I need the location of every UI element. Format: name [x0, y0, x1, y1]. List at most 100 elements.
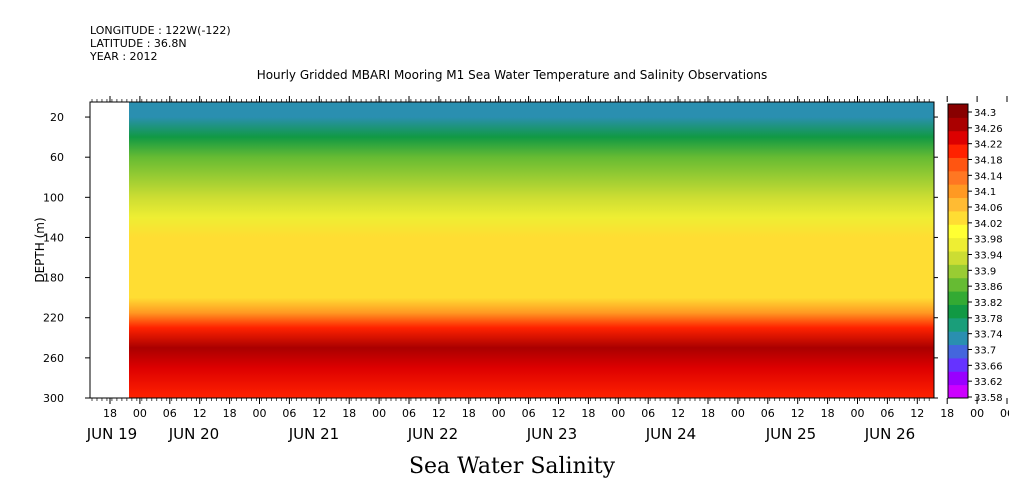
x-hour-label: 00	[253, 407, 267, 420]
x-hour-label: 18	[462, 407, 476, 420]
colorbar-label: 33.78	[974, 314, 1003, 325]
colorbar-label: 34.22	[974, 140, 1003, 151]
colorbar-swatch	[948, 291, 968, 305]
colorbar-swatch	[948, 264, 968, 279]
plot-metadata: LONGITUDE : 122W(-122) LATITUDE : 36.8N …	[90, 24, 231, 63]
colorbar-swatch	[948, 371, 968, 386]
x-hour-label: 00	[133, 407, 147, 420]
y-tick-label: 60	[50, 151, 64, 164]
x-hour-label: 06	[402, 407, 416, 420]
y-tick-label: 100	[43, 191, 64, 204]
colorbar-label: 34.14	[974, 171, 1003, 182]
x-hour-label: 06	[522, 407, 536, 420]
colorbar-label: 33.98	[974, 235, 1003, 246]
colorbar-legend: 34.3 34.26 34.22 34.18 34.14 34.1 34.06 34.02 33…	[947, 103, 1003, 404]
colorbar-label: 34.06	[974, 203, 1003, 214]
y-tick-label: 140	[43, 231, 64, 244]
colorbar-swatch	[948, 210, 968, 225]
x-date-label: JUN 21	[288, 425, 339, 443]
colorbar-swatch	[948, 104, 968, 118]
y-tick-label: 20	[50, 111, 64, 124]
x-hour-label: 18	[223, 407, 237, 420]
x-hour-label: 12	[312, 407, 326, 420]
x-hour-label: 12	[193, 407, 207, 420]
colorbar-swatch	[948, 251, 968, 265]
x-date-label: JUN 24	[645, 425, 696, 443]
colorbar-swatch	[948, 331, 968, 346]
colorbar-label: 33.82	[974, 298, 1003, 309]
x-hour-label: 12	[791, 407, 805, 420]
colorbar-swatch	[948, 197, 968, 212]
colorbar-label: 33.66	[974, 361, 1003, 372]
x-hour-label: 06	[282, 407, 296, 420]
colorbar-label: 33.7	[974, 346, 996, 357]
colorbar-swatch	[948, 224, 968, 239]
y-tick-label: 300	[43, 392, 64, 405]
plot-frame	[89, 101, 935, 399]
x-hour-label: 18	[103, 407, 117, 420]
colorbar-label: 34.02	[974, 219, 1003, 230]
colorbar-swatch	[948, 304, 968, 319]
colorbar-swatch	[948, 317, 968, 332]
colorbar-swatch	[948, 184, 968, 199]
x-hour-label: 18	[342, 407, 356, 420]
x-hour-label: 18	[821, 407, 835, 420]
x-date-label: JUN 19	[86, 425, 137, 443]
colorbar-label: 33.9	[974, 266, 996, 277]
colorbar-label: 33.74	[974, 330, 1003, 341]
x-hour-label: 00	[611, 407, 625, 420]
x-hour-label: 00	[970, 407, 984, 420]
colorbar-label: 34.18	[974, 156, 1003, 167]
x-hour-label: 18	[940, 407, 954, 420]
colorbar-swatch	[948, 237, 968, 252]
colorbar-swatch	[948, 384, 968, 399]
x-hour-label: 06	[641, 407, 655, 420]
colorbar-label: 33.94	[974, 251, 1003, 262]
x-date-label: JUN 20	[168, 425, 219, 443]
y-tick-label: 180	[43, 272, 64, 285]
colorbar-label: 34.26	[974, 124, 1003, 135]
year-label: YEAR : 2012	[90, 50, 158, 63]
x-date-label: JUN 26	[864, 425, 915, 443]
x-axis-title: Sea Water Salinity	[408, 454, 616, 479]
x-hour-label: 12	[432, 407, 446, 420]
latitude-label: LATITUDE : 36.8N	[90, 37, 187, 50]
longitude-label: LONGITUDE : 122W(-122)	[90, 24, 231, 37]
x-date-label: JUN 23	[526, 425, 577, 443]
colorbar-label: 33.86	[974, 282, 1003, 293]
y-tick-label: 220	[43, 312, 64, 325]
x-hour-label: 00	[372, 407, 386, 420]
x-hour-label: 00	[492, 407, 506, 420]
colorbar-swatch	[948, 144, 968, 158]
y-tick-label: 260	[43, 352, 64, 365]
colorbar-swatch	[948, 157, 968, 172]
colorbar-swatch	[948, 130, 968, 145]
x-hour-label: 12	[552, 407, 566, 420]
colorbar-frame	[947, 103, 969, 399]
x-axis: 18 00 06 12 18 00 06 12 18 00 06 12 18 00 06 12 18 00 06 12…	[86, 96, 1009, 443]
colorbar-label: 34.3	[974, 108, 996, 119]
x-hour-label: 18	[581, 407, 595, 420]
colorbar-label: 33.58	[974, 393, 1003, 404]
x-hour-label: 12	[671, 407, 685, 420]
x-hour-label: 06	[163, 407, 177, 420]
x-hour-label: 18	[701, 407, 715, 420]
colorbar-label: 34.1	[974, 187, 996, 198]
x-hour-label: 06	[880, 407, 894, 420]
x-hour-label: 06	[761, 407, 775, 420]
colorbar-swatch	[948, 344, 968, 359]
x-date-label: JUN 25	[765, 425, 816, 443]
x-hour-label: 06	[1000, 407, 1009, 420]
colorbar-swatch	[948, 117, 968, 132]
colorbar-swatch	[948, 357, 968, 372]
colorbar-swatch	[948, 277, 968, 292]
colorbar-swatch	[948, 170, 968, 185]
x-hour-label: 12	[910, 407, 924, 420]
y-axis-label: DEPTH (m)	[33, 217, 47, 282]
x-date-label: JUN 22	[407, 425, 458, 443]
salinity-field	[129, 102, 934, 398]
plot-area	[89, 101, 935, 399]
y-axis: 20 60 100 140 180 220 260 300	[43, 111, 938, 405]
colorbar-label: 33.62	[974, 377, 1003, 388]
